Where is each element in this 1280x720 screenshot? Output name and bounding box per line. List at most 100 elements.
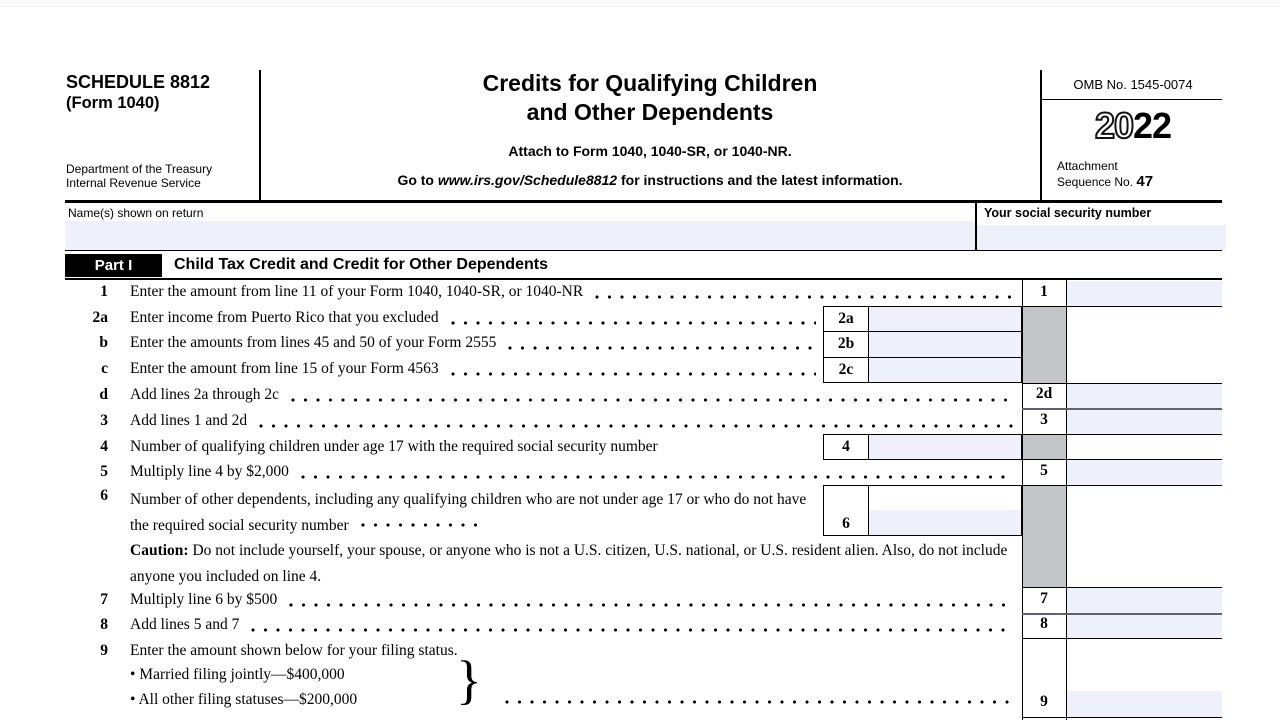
dept-line-1: Department of the Treasury — [66, 162, 213, 176]
line-2c-entry-row: 2c — [824, 356, 1021, 382]
dot-leader — [259, 421, 1014, 431]
line-5-number: 5 — [100, 463, 108, 480]
line-1-amount-field[interactable] — [1067, 281, 1222, 306]
line-2d-box-label: 2d — [1035, 385, 1053, 402]
line-6-text-block: Number of other dependents, including an… — [130, 487, 818, 538]
line-6-amount-field[interactable] — [869, 510, 1021, 535]
part1-badge: Part I — [65, 254, 162, 277]
rule-r4 — [1022, 459, 1222, 460]
dot-leader — [595, 292, 1014, 302]
line-7-amount-field[interactable] — [1067, 588, 1222, 613]
name-row-bottom-rule — [65, 250, 1222, 251]
caution-label: Caution: — [130, 542, 189, 559]
caution-paragraph: Caution: Do not include yourself, your s… — [130, 538, 1008, 589]
attachment-label: Attachment — [1057, 159, 1118, 173]
line-2a-box-label: 2a — [824, 307, 869, 332]
year-outline-digits: 20 — [1094, 104, 1135, 147]
line-1-box-label: 1 — [1040, 283, 1048, 300]
line-2d-number: d — [99, 386, 108, 403]
line-5-text: Multiply line 4 by $2,000 — [130, 463, 289, 480]
line-2a-entry-row: 2a — [824, 307, 1021, 332]
dot-leader — [505, 697, 1016, 707]
rule-r8 — [1022, 638, 1222, 639]
line-6-entry-row: 6 — [824, 486, 1021, 535]
dot-leader — [450, 369, 816, 379]
line-2c-number: c — [101, 360, 108, 377]
attach-instruction: Attach to Form 1040, 1040-SR, or 1040-NR… — [508, 143, 792, 159]
omb-underline — [1042, 99, 1222, 100]
rule-r3 — [1022, 434, 1222, 435]
dot-leader — [290, 395, 1014, 405]
line-9-amount-field[interactable] — [1067, 691, 1222, 717]
line-2b-amount-field[interactable] — [869, 332, 1021, 357]
line-4-amount-field[interactable] — [869, 435, 1021, 459]
line-2a-amount-field[interactable] — [869, 307, 1021, 332]
rule-r6 — [1022, 587, 1222, 588]
line-7-number: 7 — [100, 591, 108, 608]
name-field[interactable] — [65, 221, 977, 250]
line-6-number: 6 — [100, 487, 108, 504]
line-8-box-label: 8 — [1040, 615, 1048, 632]
dept-line-2: Internal Revenue Service — [66, 176, 201, 190]
rule-r1 — [1022, 306, 1222, 307]
line-4-number: 4 — [100, 438, 108, 455]
rule-r5 — [1022, 485, 1222, 486]
line-2d-text: Add lines 2a through 2c — [130, 386, 279, 403]
dot-leader — [251, 625, 1014, 635]
line-7-text: Multiply line 6 by $500 — [130, 591, 278, 608]
header-bottom-rule — [65, 200, 1222, 203]
line-3-amount-field[interactable] — [1067, 409, 1222, 434]
shaded-cell-2abc — [1023, 307, 1066, 383]
form-title-line1: Credits for Qualifying Children — [482, 70, 818, 96]
line-8-text: Add lines 5 and 7 — [130, 616, 240, 633]
line-3-row: 3 Add lines 1 and 2d — [80, 410, 1016, 435]
line-2b-box-label: 2b — [824, 332, 869, 357]
line-2c-row: c Enter the amount from line 15 of your … — [80, 358, 818, 383]
line-8-amount-field[interactable] — [1067, 615, 1222, 638]
dot-leader — [289, 600, 1014, 610]
part1-bottom-rule — [65, 278, 1222, 280]
line-6-entry-area — [869, 486, 1021, 535]
line-6-box-label: 6 — [824, 486, 869, 535]
line-2d-row: d Add lines 2a through 2c — [80, 384, 1016, 409]
line-2c-amount-field[interactable] — [869, 357, 1021, 382]
rule-r9 — [1022, 717, 1222, 718]
line-2b-text: Enter the amounts from lines 45 and 50 o… — [130, 334, 497, 351]
sequence-text: Sequence No. — [1057, 175, 1137, 189]
line-8-row: 8 Add lines 5 and 7 — [80, 614, 1016, 639]
line-2a-text: Enter income from Puerto Rico that you e… — [130, 309, 439, 326]
line-9-row: 9 Enter the amount shown below for your … — [80, 640, 1016, 665]
ssn-field[interactable] — [977, 225, 1226, 250]
line-4-box-label: 4 — [824, 435, 869, 459]
line-2c-text: Enter the amount from line 15 of your Fo… — [130, 360, 439, 377]
line-2b-number: b — [99, 334, 108, 351]
grid-vline-left — [1022, 280, 1023, 720]
line-4-entry-row: 4 — [824, 435, 1021, 459]
header-divider-right — [1040, 70, 1042, 203]
line-6-entry-box: 6 — [823, 485, 1022, 536]
rule-r7 — [1022, 613, 1222, 615]
line-9-bullet-1: • Married filing jointly—$400,000 — [130, 666, 345, 683]
dot-leader — [450, 318, 816, 328]
part1-title: Child Tax Credit and Credit for Other De… — [174, 256, 548, 273]
rule-r2c — [1022, 383, 1222, 384]
schedule-number: SCHEDULE 8812 — [66, 72, 211, 92]
line-3-number: 3 — [100, 412, 108, 429]
line-4-text: Number of qualifying children under age … — [130, 438, 658, 455]
shaded-cell-4 — [1023, 435, 1066, 459]
line-2d-amount-field[interactable] — [1067, 384, 1222, 408]
line-5-amount-field[interactable] — [1067, 460, 1222, 485]
line-1-text: Enter the amount from line 11 of your Fo… — [130, 283, 584, 300]
dot-leader — [508, 343, 816, 353]
line-3-box-label: 3 — [1040, 411, 1048, 428]
line-7-box-label: 7 — [1040, 590, 1048, 607]
parent-form: (Form 1040) — [66, 94, 160, 112]
line-9-bullet-2: • All other filing statuses—$200,000 — [130, 691, 358, 708]
line-4-entry-box: 4 — [823, 434, 1022, 460]
line-2b-row: b Enter the amounts from lines 45 and 50… — [80, 332, 818, 357]
line-9-number: 9 — [100, 642, 108, 659]
goto-instruction: Go to www.irs.gov/Schedule8812 for instr… — [262, 172, 1038, 188]
caution-text: Do not include yourself, your spouse, or… — [130, 542, 1008, 585]
dot-leader — [360, 519, 479, 530]
